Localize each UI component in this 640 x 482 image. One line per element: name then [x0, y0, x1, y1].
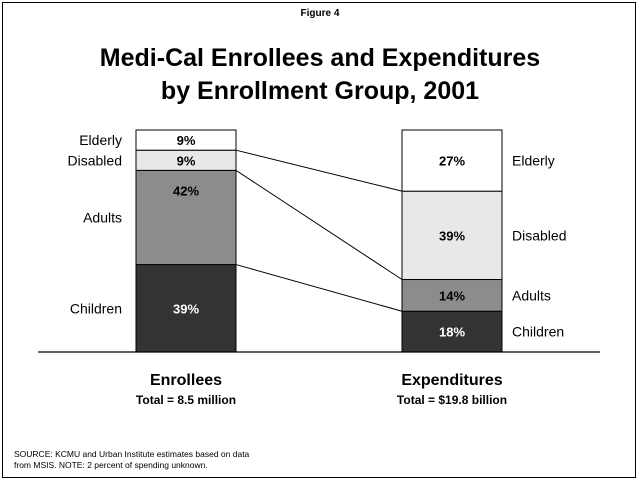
connector-lines: [235, 149, 403, 312]
enrollees-group-total: Total = 8.5 million: [135, 393, 237, 407]
enrollees-group-title: Enrollees: [149, 372, 223, 389]
value-label-expenditures-elderly: 27%: [439, 154, 465, 169]
value-label-expenditures-children: 18%: [439, 325, 465, 340]
connector-children-adults: [235, 264, 403, 312]
bar-enrollees-children: [135, 264, 237, 353]
bar-segments: [135, 129, 503, 353]
expenditures-group-total: Total = $19.8 billion: [396, 393, 508, 407]
bar-expenditures-disabled: [401, 190, 503, 281]
category-label-enrollees-children: Children: [70, 300, 122, 316]
bar-enrollees-elderly: [135, 129, 237, 151]
category-label-enrollees-disabled: Disabled: [68, 152, 122, 168]
category-label-enrollees-adults: Adults: [83, 209, 122, 225]
source-line-2: from MSIS. NOTE: 2 percent of spending u…: [14, 459, 208, 470]
value-label-enrollees-disabled: 9%: [177, 153, 196, 168]
segment-category-labels: Children Adults Disabled Elderly Children Adu…: [68, 132, 567, 340]
category-label-expenditures-elderly: Elderly: [512, 153, 555, 169]
value-label-expenditures-adults: 14%: [439, 288, 465, 303]
value-label-enrollees-children: 39%: [173, 301, 199, 316]
figure-label: Figure 4: [300, 8, 340, 19]
category-label-enrollees-elderly: Elderly: [79, 132, 122, 148]
chart-title: Medi-Cal Enrollees and Expenditures by E…: [0, 42, 640, 108]
category-label-expenditures-children: Children: [512, 324, 564, 340]
expenditures-group-title: Expenditures: [401, 372, 503, 389]
source-line-1: SOURCE: KCMU and Urban Institute estimat…: [14, 449, 250, 459]
source-note: SOURCE: KCMU and Urban Institute estimat…: [14, 449, 434, 470]
value-labels: 39% 42% 9% 9% 18% 14% 39% 27%: [173, 133, 465, 340]
chart-title-line-2: by Enrollment Group, 2001: [160, 77, 480, 105]
bar-enrollees-adults: [135, 169, 237, 266]
category-label-expenditures-disabled: Disabled: [512, 227, 566, 243]
chart-title-line-1: Medi-Cal Enrollees and Expenditures: [99, 44, 541, 72]
connector-disabled-elderly: [235, 149, 403, 192]
value-label-enrollees-adults: 42%: [173, 183, 199, 198]
value-label-enrollees-elderly: 9%: [177, 133, 196, 148]
connector-adults-disabled: [235, 169, 403, 280]
bar-expenditures-elderly: [401, 129, 503, 192]
value-label-expenditures-disabled: 39%: [439, 228, 465, 243]
figure-frame: [2, 2, 636, 478]
category-label-expenditures-adults: Adults: [512, 287, 551, 303]
